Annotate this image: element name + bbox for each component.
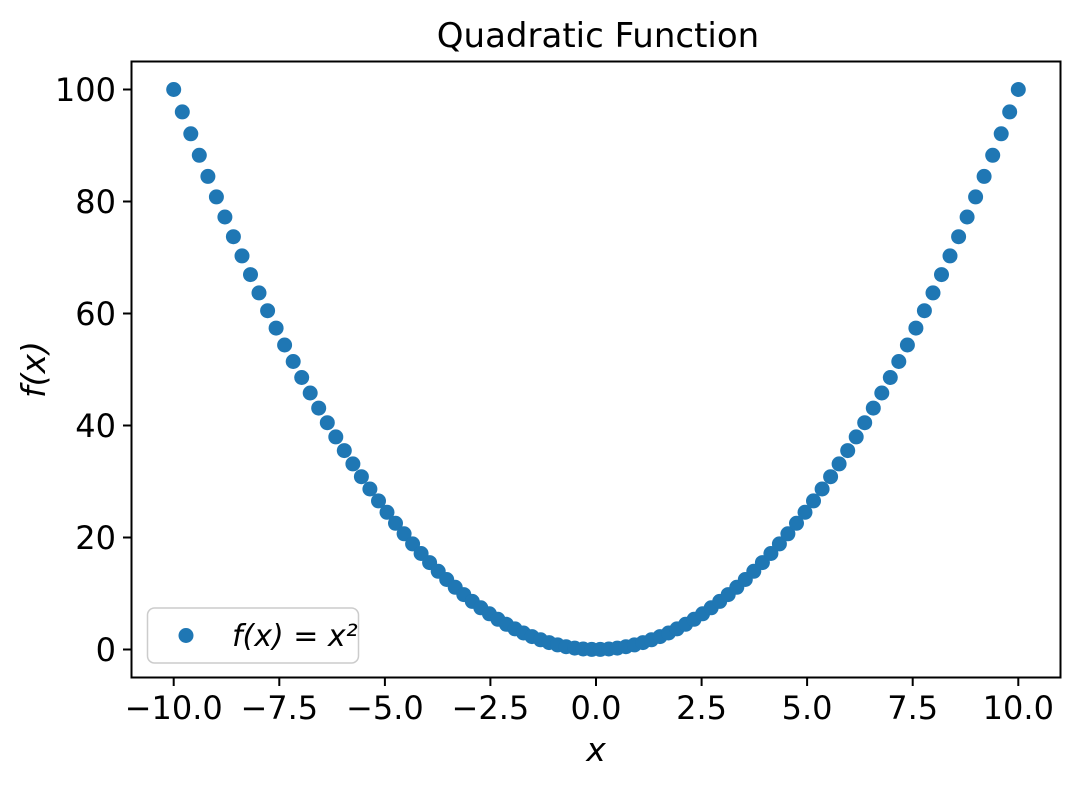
data-point [908,320,924,336]
x-tick-label: 2.5 [676,689,727,727]
data-point [806,493,821,509]
data-point [353,469,369,485]
data-point [396,526,412,542]
x-tick-label: −7.5 [240,689,318,727]
data-point [780,526,796,542]
data-point [166,82,182,97]
data-point [268,320,284,336]
y-tick-label: 20 [75,519,116,557]
data-point [891,354,907,369]
data-point [823,469,839,485]
data-point [1010,82,1026,97]
data-point [874,385,890,401]
data-point [345,456,361,472]
data-point [882,370,898,385]
data-point [217,209,233,225]
data-point [174,104,190,120]
data-point [916,303,932,319]
data-point [191,147,207,163]
y-axis-label: f(x) [14,341,53,398]
legend-entry-label: f(x) = x² [232,619,358,654]
data-point [899,337,915,353]
data-point [200,168,216,184]
x-tick-label: 7.5 [887,689,938,727]
chart-title: Quadratic Function [437,16,759,56]
legend-marker-icon [178,628,194,643]
y-tick-label: 40 [75,407,116,445]
data-point [294,370,310,385]
data-point [208,189,224,205]
data-point [328,429,344,445]
data-point [234,248,250,264]
data-point [976,168,992,184]
data-point [362,481,378,497]
data-point [942,248,958,264]
x-tick-label: −2.5 [452,689,530,727]
data-point [388,515,403,531]
y-tick-label: 60 [75,295,116,333]
data-point [319,415,335,431]
x-tick-label: 0.0 [571,689,622,727]
data-point [336,443,352,459]
data-point [925,285,941,301]
data-point [797,504,813,520]
data-point [311,400,327,416]
data-point [831,456,847,472]
data-point [789,515,804,531]
data-point [848,429,864,445]
axes: −10.0 −7.5 −5.0 −2.5 0.0 2.5 5.0 7.5 10.0 0 20 40 60… [55,60,1062,727]
x-axis-label: x [585,730,606,769]
data-point [959,209,975,225]
data-point [371,493,386,509]
x-tick-label: 10.0 [983,689,1054,727]
data-point [379,504,395,520]
data-point [405,536,421,552]
data-point [183,126,199,142]
y-tick-label: 80 [75,183,116,221]
data-point [993,126,1009,142]
y-tick-label: 100 [55,71,116,109]
data-point [1002,104,1018,120]
data-point [934,267,949,283]
legend: f(x) = x² [146,607,360,664]
data-point [951,229,967,245]
data-point [277,337,293,353]
data-point [968,189,984,205]
data-point [865,400,881,416]
x-tick-label: −10.0 [125,689,223,727]
data-point [857,415,873,431]
data-point [285,354,301,369]
x-tick-label: −5.0 [346,689,424,727]
data-point [763,546,779,561]
plot-border [130,60,1062,679]
data-point [840,443,856,459]
data-point [814,481,830,497]
legend-box [146,607,360,664]
data-point [243,267,258,283]
data-point [260,303,276,319]
data-point [225,229,241,245]
data-point [985,147,1001,163]
data-point [251,285,267,301]
x-tick-label: 5.0 [782,689,833,727]
data-point [302,385,318,401]
data-point [771,536,787,552]
scatter-series [166,82,1026,657]
y-tick-label: 0 [96,631,116,669]
